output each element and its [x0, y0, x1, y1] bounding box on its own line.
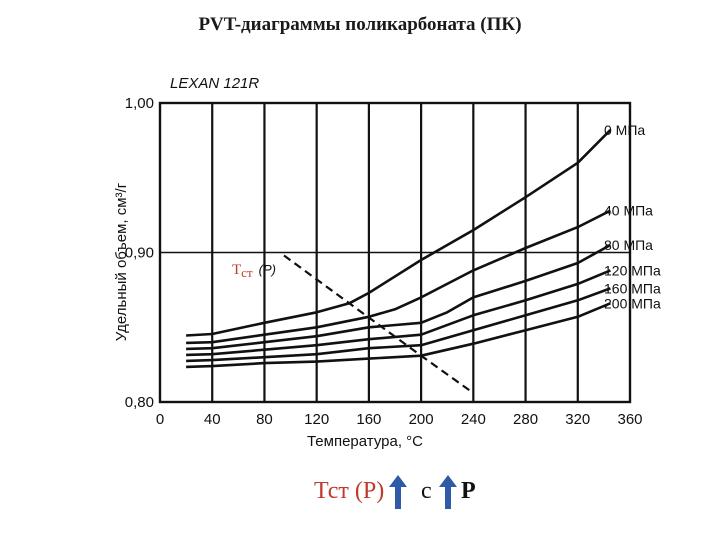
material-label: LEXAN 121R — [170, 75, 259, 92]
series-line-0 — [186, 128, 612, 337]
x-tick-label-6: 240 — [461, 411, 486, 428]
x-tick-label-0: 0 — [156, 411, 164, 428]
up-arrow-icon — [389, 475, 407, 509]
tg-label: Тст (P) — [232, 262, 276, 280]
x-tick-label-9: 360 — [617, 411, 642, 428]
plot-border — [158, 101, 632, 404]
y-axis-label: Удельный объем, см³/г — [113, 182, 130, 341]
series-line-4 — [186, 287, 611, 363]
grid — [160, 103, 630, 402]
x-tick-label-2: 80 — [256, 411, 273, 428]
series-label-2: 80 МПа — [604, 237, 653, 253]
y-tick-labels: 0,80 0,90 1,00 — [125, 95, 154, 411]
footer-condition: с — [421, 478, 432, 504]
tg-dashed-line — [283, 254, 474, 394]
x-tick-labels: 0 40 80 120 160 200 240 280 320 360 — [156, 411, 643, 428]
x-tick-label-3: 120 — [304, 411, 329, 428]
series-label-1: 40 МПа — [604, 203, 653, 219]
series-lines — [186, 128, 612, 369]
y-tick-label-1: 0,90 — [125, 245, 154, 262]
series-line-3 — [186, 269, 611, 357]
x-axis-label: Температура, °С — [307, 433, 423, 450]
tg-label-sub: ст — [241, 265, 253, 280]
series-label-4: 160 МПа — [604, 280, 661, 296]
x-tick-label-1: 40 — [204, 411, 221, 428]
series-label-3: 120 МПа — [604, 262, 661, 278]
plot-frame — [158, 101, 632, 404]
footer-parameter: Р — [461, 478, 476, 504]
series-line-1 — [186, 209, 611, 345]
series-label-0: 0 МПа — [604, 122, 645, 138]
up-arrow-icon-2 — [439, 475, 457, 509]
series-line-5 — [186, 302, 611, 369]
x-tick-label-8: 320 — [565, 411, 590, 428]
x-tick-label-4: 160 — [356, 411, 381, 428]
slide-title: PVT-диаграммы поликарбоната (ПК) — [198, 14, 522, 35]
x-tick-label-5: 200 — [409, 411, 434, 428]
series-label-5: 200 МПа — [604, 295, 661, 311]
footer-formula: Тст (Р) с Р — [0, 474, 720, 514]
y-tick-label-2: 1,00 — [125, 95, 154, 112]
footer-tg-text: Тст (Р) — [314, 478, 385, 504]
y-tick-label-0: 0,80 — [125, 394, 154, 411]
x-tick-label-7: 280 — [513, 411, 538, 428]
series-line-2 — [186, 243, 612, 351]
glass-transition-line — [283, 254, 474, 394]
tg-label-arg: (P) — [259, 262, 276, 277]
tg-label-main: Т — [232, 262, 241, 278]
